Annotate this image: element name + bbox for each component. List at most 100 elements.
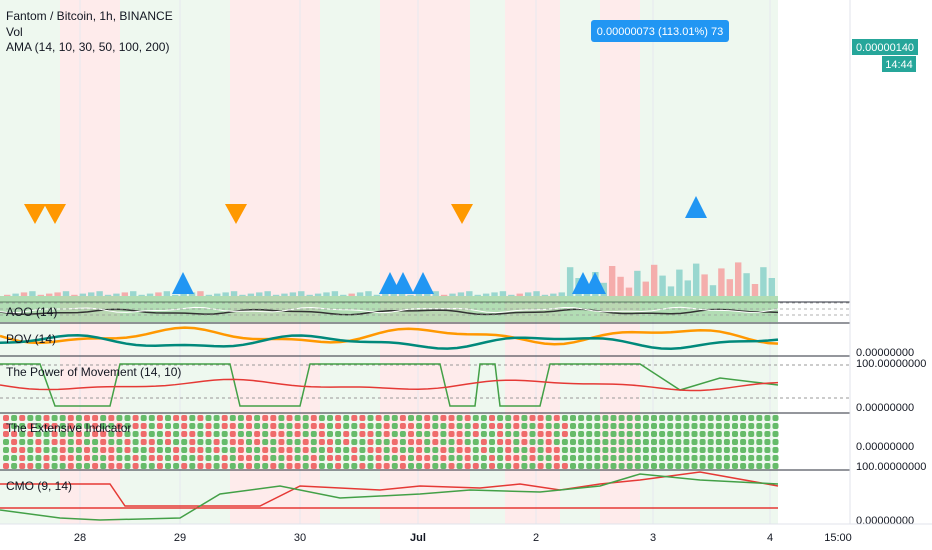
ext-cell-2-21 bbox=[173, 431, 180, 437]
ext-cell-3-76 bbox=[618, 439, 625, 445]
ext-cell-1-83 bbox=[675, 423, 682, 429]
ext-cell-4-24 bbox=[197, 447, 204, 453]
volume-bar-29 bbox=[247, 293, 255, 296]
ext-cell-1-32 bbox=[262, 423, 269, 429]
ext-cell-0-4 bbox=[35, 415, 42, 421]
ext-cell-2-47 bbox=[383, 431, 390, 437]
ext-cell-1-64 bbox=[521, 423, 528, 429]
ext-cell-5-29 bbox=[237, 455, 244, 461]
ext-cell-3-71 bbox=[578, 439, 585, 445]
ext-cell-6-11 bbox=[92, 463, 99, 469]
ext-cell-6-73 bbox=[594, 463, 601, 469]
volume-legend[interactable]: Vol bbox=[6, 25, 23, 39]
ext-cell-4-9 bbox=[75, 447, 82, 453]
ext-cell-1-57 bbox=[464, 423, 471, 429]
ext-cell-0-57 bbox=[464, 415, 471, 421]
ext-cell-4-38 bbox=[310, 447, 317, 453]
ext-cell-2-5 bbox=[43, 431, 50, 437]
volume-bar-9 bbox=[79, 293, 87, 296]
ext-cell-6-86 bbox=[699, 463, 706, 469]
ext-cell-3-35 bbox=[286, 439, 293, 445]
pov-pane-title[interactable]: POV (14) bbox=[6, 332, 56, 346]
ext-cell-1-75 bbox=[610, 423, 617, 429]
ext-cell-3-17 bbox=[140, 439, 147, 445]
ext-cell-4-27 bbox=[221, 447, 228, 453]
ext-cell-5-64 bbox=[521, 455, 528, 461]
ext-cell-5-44 bbox=[359, 455, 366, 461]
ext-cell-3-27 bbox=[221, 439, 228, 445]
volume-bar-8 bbox=[71, 294, 78, 296]
ext-cell-0-68 bbox=[553, 415, 560, 421]
ext-cell-2-91 bbox=[740, 431, 747, 437]
ext-cell-3-22 bbox=[181, 439, 188, 445]
ext-cell-4-35 bbox=[286, 447, 293, 453]
ext-cell-3-2 bbox=[19, 439, 26, 445]
session-band-0 bbox=[0, 0, 60, 524]
ext-cell-4-65 bbox=[529, 447, 536, 453]
ext-cell-3-82 bbox=[667, 439, 674, 445]
ext-cell-1-56 bbox=[456, 423, 463, 429]
ext-cell-6-49 bbox=[399, 463, 406, 469]
ext-cell-2-30 bbox=[246, 431, 252, 437]
volume-bar-11 bbox=[96, 291, 103, 296]
ext-cell-1-62 bbox=[505, 423, 512, 429]
ext-cell-4-16 bbox=[132, 447, 139, 453]
ext-cell-3-9 bbox=[75, 439, 82, 445]
volume-bar-23 bbox=[197, 291, 204, 296]
ext-cell-1-90 bbox=[732, 423, 738, 429]
ext-cell-3-34 bbox=[278, 439, 285, 445]
ext-cell-6-78 bbox=[634, 463, 641, 469]
ext-cell-2-12 bbox=[100, 431, 107, 437]
ext-cell-4-44 bbox=[359, 447, 366, 453]
ext-cell-6-62 bbox=[505, 463, 512, 469]
ext-cell-0-29 bbox=[237, 415, 244, 421]
ext-cell-0-11 bbox=[92, 415, 99, 421]
ext-cell-4-5 bbox=[43, 447, 50, 453]
ext-cell-0-80 bbox=[651, 415, 657, 421]
ext-cell-1-61 bbox=[497, 423, 504, 429]
ext-cell-3-36 bbox=[294, 439, 301, 445]
ext-cell-1-5 bbox=[43, 423, 50, 429]
cmo-pane-title[interactable]: CMO (9, 14) bbox=[6, 479, 72, 493]
ext-cell-6-92 bbox=[748, 463, 755, 469]
ext-cell-6-56 bbox=[456, 463, 463, 469]
ext-cell-1-55 bbox=[448, 423, 455, 429]
ext-cell-6-37 bbox=[302, 463, 309, 469]
session-band-8 bbox=[560, 0, 600, 524]
ext-cell-3-31 bbox=[254, 439, 261, 445]
ext-cell-2-41 bbox=[335, 431, 342, 437]
ext-cell-1-66 bbox=[537, 423, 544, 429]
ext-cell-1-18 bbox=[148, 423, 155, 429]
ext-cell-6-20 bbox=[165, 463, 171, 469]
ext-cell-3-50 bbox=[408, 439, 414, 445]
ext-cell-6-25 bbox=[205, 463, 212, 469]
pom-red-line bbox=[0, 378, 779, 392]
ext-cell-0-60 bbox=[489, 415, 495, 421]
ext-cell-6-26 bbox=[213, 463, 220, 469]
ext-cell-4-39 bbox=[318, 447, 325, 453]
ext-cell-0-12 bbox=[100, 415, 107, 421]
ext-cell-6-33 bbox=[270, 463, 277, 469]
volume-bar-37 bbox=[314, 293, 322, 296]
ext-cell-4-72 bbox=[586, 447, 593, 453]
symbol-title[interactable]: Fantom / Bitcoin, 1h, BINANCE bbox=[6, 9, 173, 23]
pom-pane-title[interactable]: The Power of Movement (14, 10) bbox=[6, 365, 181, 379]
ext-cell-0-31 bbox=[254, 415, 261, 421]
aoo-pane-title[interactable]: AOO (14) bbox=[6, 305, 57, 319]
ext-cell-2-14 bbox=[116, 431, 123, 437]
ext-cell-4-88 bbox=[715, 447, 722, 453]
ext-cell-6-93 bbox=[756, 463, 763, 469]
ama-legend[interactable]: AMA (14, 10, 30, 50, 100, 200) bbox=[6, 40, 169, 54]
extensive-pane-title[interactable]: The Extensive Indicator bbox=[6, 421, 131, 435]
ext-cell-2-13 bbox=[108, 431, 115, 437]
volume-bar-79 bbox=[667, 286, 675, 296]
ext-cell-3-91 bbox=[740, 439, 747, 445]
volume-bar-1 bbox=[12, 293, 19, 296]
ext-cell-5-80 bbox=[651, 455, 657, 461]
ext-cell-5-84 bbox=[683, 455, 690, 461]
buy-marker-5 bbox=[584, 272, 606, 294]
ext-cell-0-67 bbox=[545, 415, 552, 421]
ext-cell-0-34 bbox=[278, 415, 285, 421]
